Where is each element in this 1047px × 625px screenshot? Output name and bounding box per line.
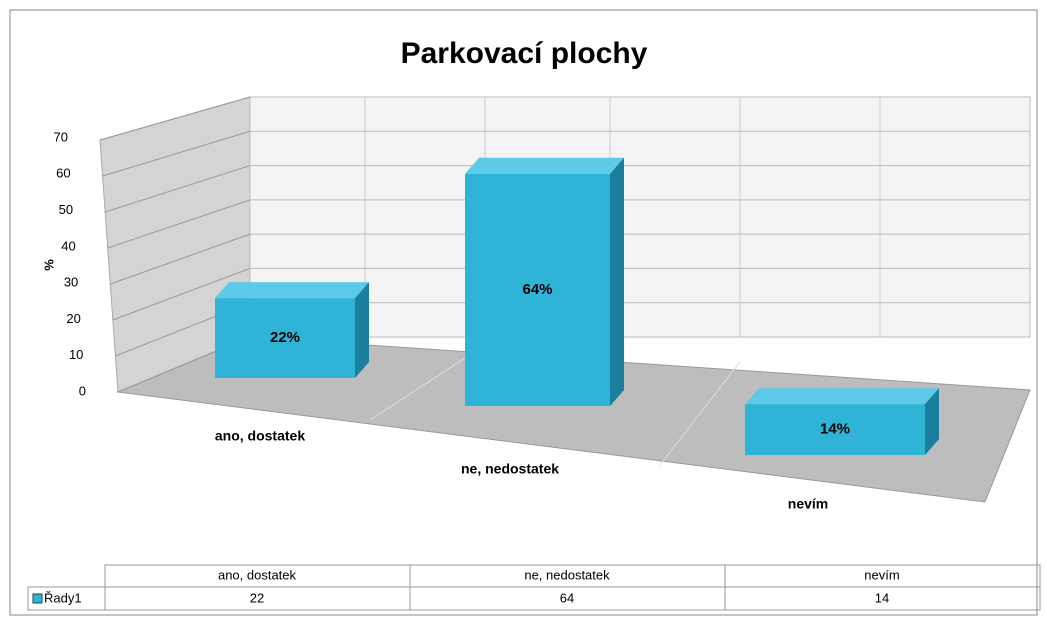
x-tick-label: ano, dostatek xyxy=(215,428,305,444)
y-axis-label: % xyxy=(41,259,56,271)
bar-top xyxy=(745,388,939,405)
table-header: nevím xyxy=(864,567,899,582)
table-value: 64 xyxy=(560,590,574,605)
bar-side xyxy=(355,282,369,378)
bar xyxy=(745,404,925,455)
y-tick-label: 0 xyxy=(79,383,86,398)
grid-line xyxy=(110,233,251,285)
bar-top xyxy=(215,282,369,299)
bar-side xyxy=(610,157,624,406)
data-label: 22% xyxy=(270,329,300,346)
grid-line xyxy=(112,267,251,321)
y-tick-label: 60 xyxy=(56,166,70,181)
legend-key xyxy=(32,593,43,604)
grid-line xyxy=(99,96,251,141)
chart-title: Parkovací plochy xyxy=(401,37,648,70)
y-tick-label: 10 xyxy=(69,347,83,362)
table-header: ano, dostatek xyxy=(218,567,297,582)
y-tick-label: 20 xyxy=(66,311,80,326)
bar xyxy=(215,298,355,378)
grid-line xyxy=(107,199,251,249)
table-value-row xyxy=(27,586,1041,611)
bar-side xyxy=(925,388,939,455)
y-tick-label: 40 xyxy=(61,238,75,253)
grid-line xyxy=(102,130,251,177)
x-tick-label: nevím xyxy=(788,496,828,512)
y-tick-label: 70 xyxy=(54,129,68,144)
data-label: 64% xyxy=(522,281,552,298)
data-table xyxy=(27,564,1041,611)
table-value: 14 xyxy=(875,590,889,605)
floor-divider xyxy=(659,361,741,466)
legend-label: Řady1 xyxy=(44,590,82,605)
x-tick-label: ne, nedostatek xyxy=(461,461,559,477)
grid-line xyxy=(104,165,251,213)
data-label: 14% xyxy=(820,421,850,438)
y-tick-label: 50 xyxy=(59,202,73,217)
bar-top xyxy=(465,157,624,174)
bar xyxy=(465,173,610,406)
table-value: 22 xyxy=(250,590,264,605)
y-tick-label: 30 xyxy=(64,275,78,290)
table-header: ne, nedostatek xyxy=(524,567,610,582)
